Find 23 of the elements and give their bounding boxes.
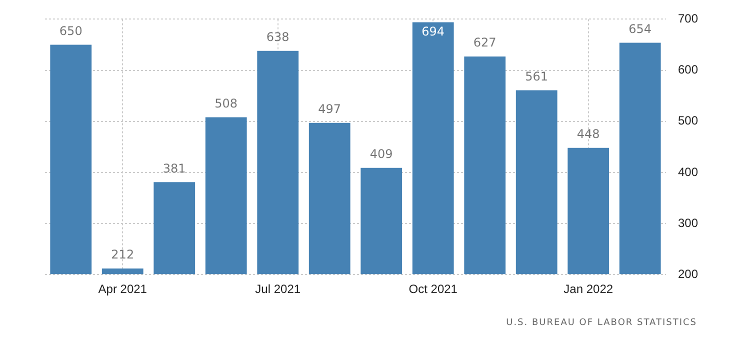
data-label: 508 bbox=[214, 96, 238, 110]
data-label: 409 bbox=[370, 146, 393, 161]
data-label: 627 bbox=[473, 36, 496, 50]
data-label: 497 bbox=[318, 102, 342, 116]
y-tick-label: 600 bbox=[678, 62, 698, 77]
y-tick-label: 700 bbox=[678, 12, 698, 26]
x-tick-label: Jan 2022 bbox=[564, 282, 614, 296]
text: U.S. BUREAU OF LABOR STATISTICS bbox=[506, 318, 697, 328]
y-tick-label: 200 bbox=[678, 266, 698, 281]
data-label: 448 bbox=[576, 127, 600, 142]
data-label: 694 bbox=[422, 24, 445, 38]
y-tick-label: 300 bbox=[678, 216, 698, 230]
x-tick-label: Oct 2021 bbox=[408, 282, 458, 296]
data-label: 561 bbox=[525, 69, 548, 84]
data-label: 654 bbox=[628, 22, 652, 36]
data-label: 638 bbox=[266, 30, 290, 44]
data-label: 381 bbox=[162, 161, 186, 176]
data-label: 650 bbox=[59, 24, 82, 38]
y-tick-label: 400 bbox=[678, 164, 698, 179]
y-tick-label: 500 bbox=[678, 114, 698, 128]
x-tick-label: Jul 2021 bbox=[255, 282, 301, 296]
data-label: 212 bbox=[111, 248, 134, 262]
x-tick-label: Apr 2021 bbox=[98, 282, 148, 296]
